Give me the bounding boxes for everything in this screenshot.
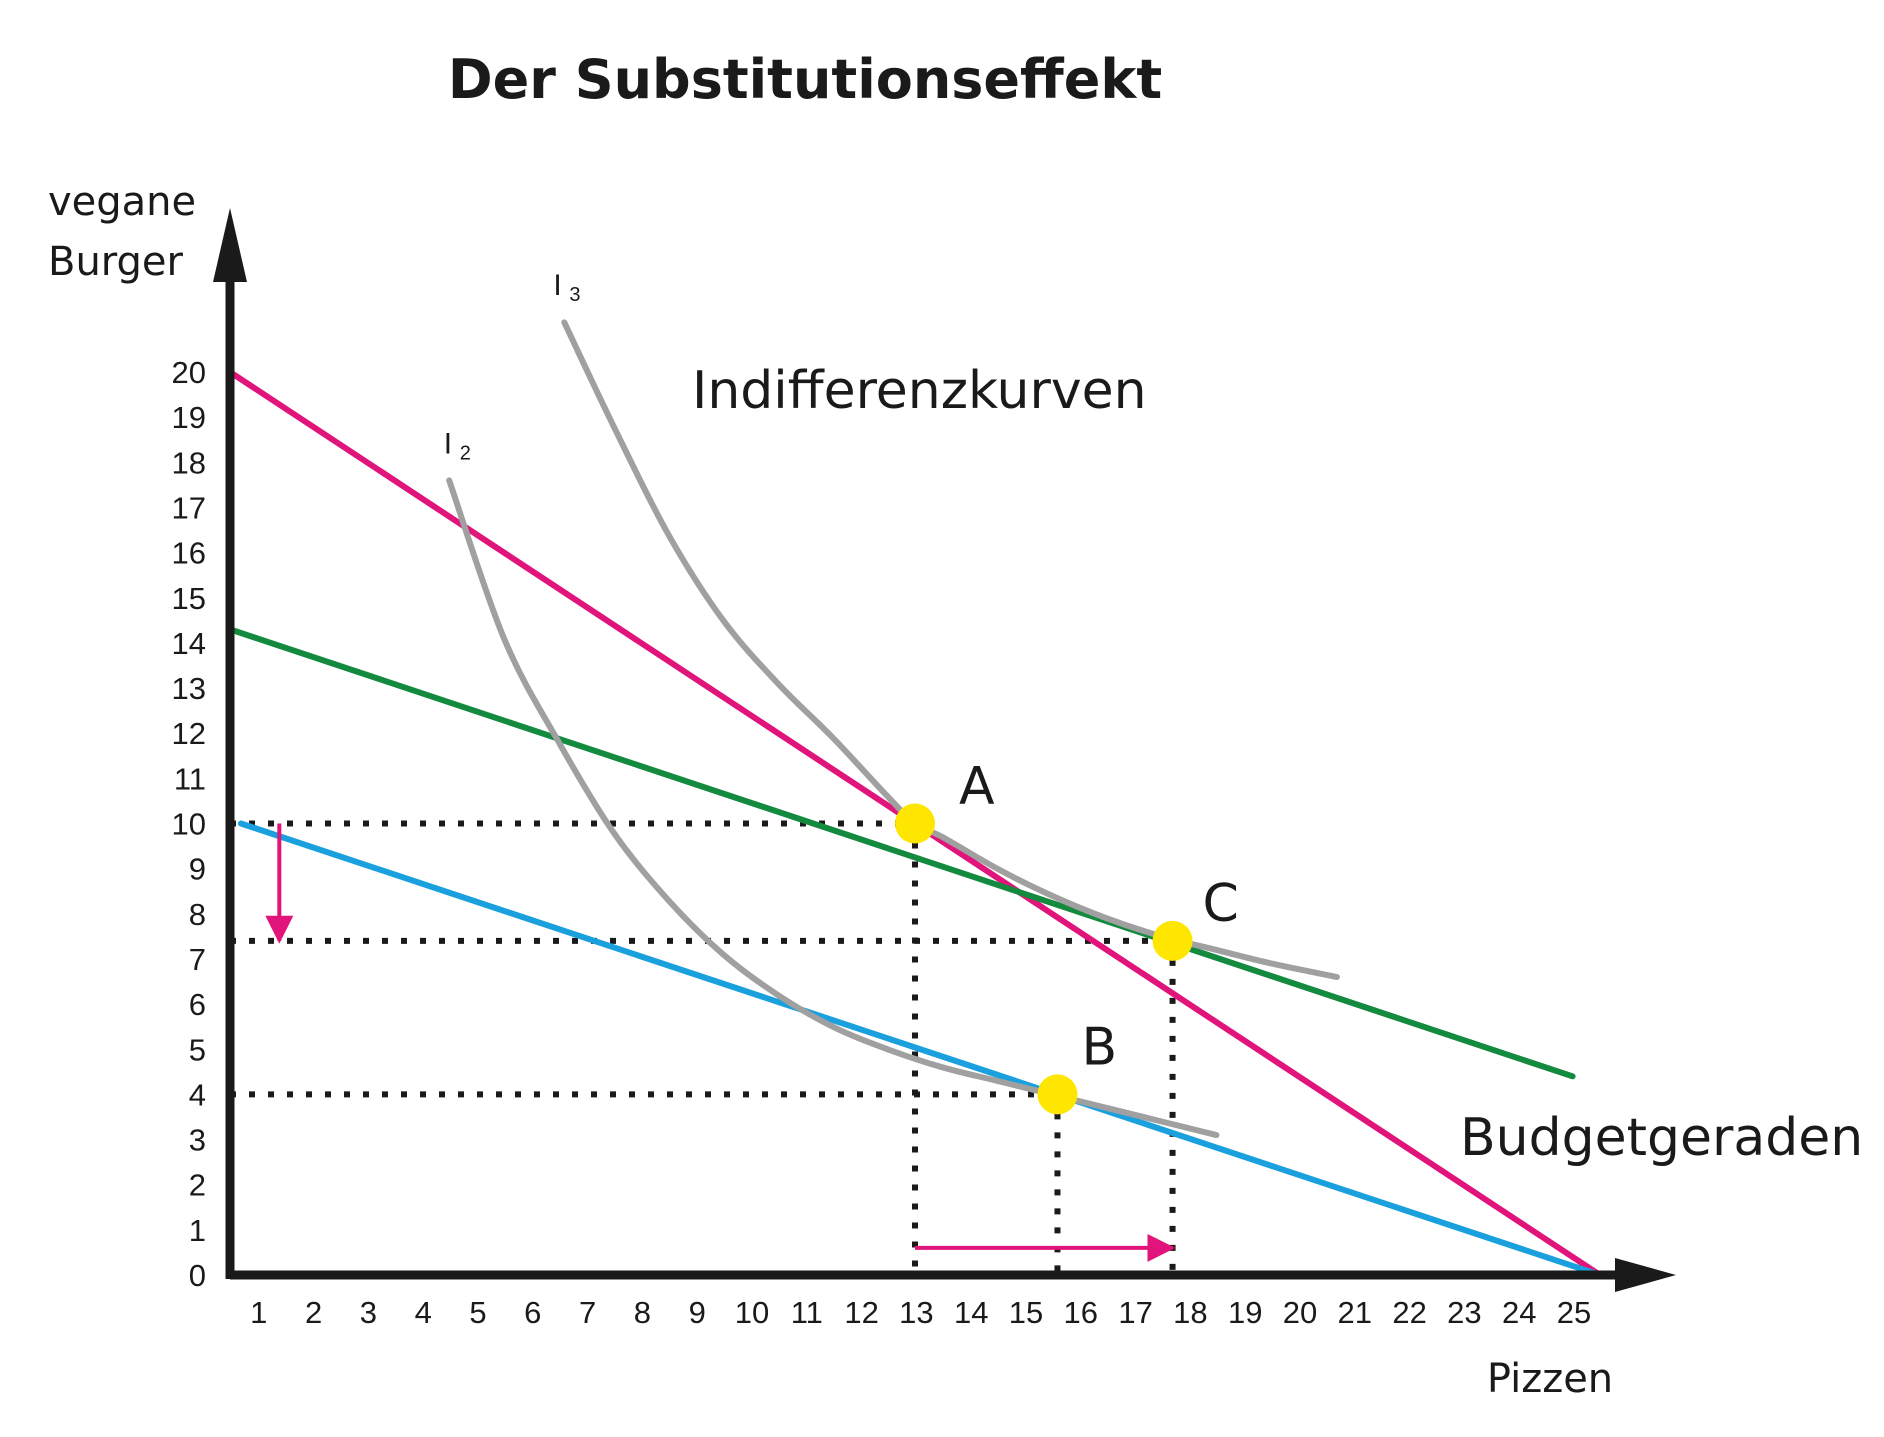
indifference-curves-label: Indifferenzkurven [692,361,1147,421]
x-tick-label: 21 [1338,1295,1372,1330]
chart-title: Der Substitutionseffekt [448,48,1162,111]
y-tick-label: 20 [172,355,206,390]
x-tick-label: 10 [735,1295,769,1330]
y-tick-label: 9 [189,852,206,887]
x-tick-label: 18 [1173,1295,1207,1330]
indifference-curve-label-subscript: 3 [569,284,580,306]
x-tick-label: 20 [1283,1295,1317,1330]
y-tick-label: 19 [172,400,206,435]
x-tick-label: 1 [250,1295,267,1330]
y-tick-label: 11 [174,761,206,796]
arrows-layer [265,823,1176,1262]
indifference-curve-label: I [444,427,452,460]
x-tick-label: 19 [1228,1295,1262,1330]
x-tick-label: 17 [1118,1295,1152,1330]
x-tick-label: 13 [899,1295,933,1330]
y-tick-label: 4 [189,1077,206,1112]
indifference-curve-label-subscript: 2 [460,442,471,464]
y-tick-label: 8 [189,897,206,932]
x-tick-label: 15 [1009,1295,1043,1330]
y-tick-label: 5 [189,1032,206,1067]
point-c [1152,920,1193,961]
x-tick-label: 8 [634,1295,651,1330]
points-layer: A C B [895,757,1239,1115]
y-tick-label: 1 [189,1213,206,1248]
y-tick-label: 16 [172,536,206,571]
y-tick-label: 14 [172,626,206,661]
y-tick-label: 17 [172,490,206,525]
indifference-curve-label: I [553,269,561,302]
x-tick-label: 25 [1557,1295,1591,1330]
budget-line-green [227,626,1576,1080]
x-axis-arrowhead [1615,1258,1676,1292]
budget-line-blue [237,820,1603,1278]
y-tick-label: 12 [172,716,206,751]
x-tick-label: 7 [579,1295,596,1330]
y-tick-label: 10 [172,807,206,842]
x-tick-label: 5 [469,1295,486,1330]
y-axis-title-line1: vegane [48,179,196,225]
y-tick-label: 2 [189,1168,206,1203]
y-tick-label: 13 [172,671,206,706]
x-tick-label: 14 [954,1295,988,1330]
budget-lines-label: Budgetgeraden [1460,1108,1863,1168]
x-tick-label: 3 [360,1295,377,1330]
y-axis-arrowhead [213,208,247,282]
x-tick-label: 23 [1447,1295,1481,1330]
x-tick-label: 9 [689,1295,706,1330]
point-a [895,803,935,844]
axes-layer [213,208,1676,1292]
x-tick-label: 16 [1064,1295,1098,1330]
x-tick-label: 24 [1502,1295,1536,1330]
y-tick-label: 15 [172,581,206,616]
y-tick-label: 0 [189,1258,206,1293]
x-axis-title: Pizzen [1487,1356,1613,1402]
x-tick-label: 2 [305,1295,322,1330]
point-label-b: B [1081,1017,1117,1077]
x-tick-label: 22 [1392,1295,1426,1330]
point-label-a: A [959,757,995,817]
y-tick-label: 18 [172,445,206,480]
x-tick-label: 4 [415,1295,432,1330]
point-b [1037,1074,1078,1115]
point-label-c: C [1203,874,1239,934]
y-tick-label: 3 [189,1123,206,1158]
y-tick-label: 6 [189,987,206,1022]
y-tick-label: 7 [189,942,206,977]
x-tick-label: 11 [791,1295,823,1330]
y-axis-title-line2: Burger [48,239,184,285]
guide-lines-layer [230,820,1176,1275]
x-tick-label: 12 [844,1295,878,1330]
x-tick-label: 6 [524,1295,541,1330]
